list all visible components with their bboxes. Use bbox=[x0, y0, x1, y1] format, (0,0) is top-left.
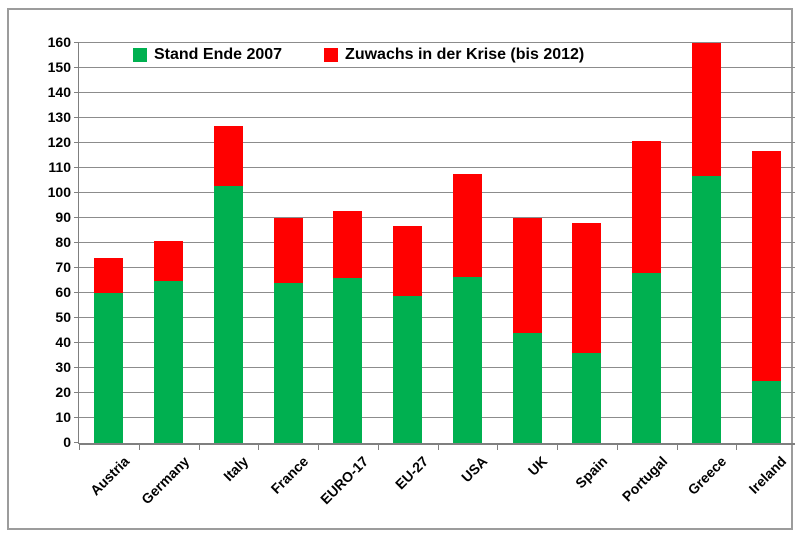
y-axis-label-150: 150 bbox=[47, 59, 71, 75]
bar-portugal-stand-2007 bbox=[632, 273, 662, 443]
gridline-10 bbox=[79, 417, 795, 418]
bar-portugal-zuwachs-krise bbox=[632, 140, 662, 273]
x-tick-5 bbox=[377, 445, 379, 450]
bar-spain-zuwachs-krise bbox=[572, 223, 602, 353]
y-tick-40 bbox=[74, 342, 79, 343]
gridline-110 bbox=[79, 167, 795, 168]
gridline-50 bbox=[79, 317, 795, 318]
x-tick-10 bbox=[676, 445, 678, 450]
y-tick-0 bbox=[74, 442, 79, 443]
y-tick-30 bbox=[74, 367, 79, 368]
bar-austria-stand-2007 bbox=[94, 293, 124, 443]
bar-euro-17-stand-2007 bbox=[333, 278, 363, 443]
bar-eu-27-zuwachs-krise bbox=[393, 225, 423, 296]
bar-uk-stand-2007 bbox=[512, 333, 542, 443]
gridline-160 bbox=[79, 42, 795, 43]
chart-frame: Stand Ende 2007 Zuwachs in der Krise (bi… bbox=[7, 8, 795, 530]
bar-germany-stand-2007 bbox=[154, 280, 184, 443]
gridline-90 bbox=[79, 217, 795, 218]
x-axis-line bbox=[79, 443, 795, 445]
x-tick-1 bbox=[138, 445, 140, 450]
y-tick-60 bbox=[74, 292, 79, 293]
y-axis-label-40: 40 bbox=[55, 334, 71, 350]
bar-uk-zuwachs-krise bbox=[512, 218, 542, 333]
legend: Stand Ende 2007 Zuwachs in der Krise (bi… bbox=[127, 44, 591, 66]
y-tick-10 bbox=[74, 417, 79, 418]
y-tick-120 bbox=[74, 142, 79, 143]
bar-austria-zuwachs-krise bbox=[94, 258, 124, 293]
bar-spain-stand-2007 bbox=[572, 353, 602, 443]
y-axis-label-0: 0 bbox=[63, 434, 71, 450]
y-tick-110 bbox=[74, 167, 79, 168]
x-tick-9 bbox=[616, 445, 618, 450]
y-tick-70 bbox=[74, 267, 79, 268]
x-tick-4 bbox=[318, 445, 319, 450]
gridline-20 bbox=[79, 392, 795, 393]
bar-ireland-zuwachs-krise bbox=[751, 150, 781, 381]
bar-germany-zuwachs-krise bbox=[154, 240, 184, 281]
gridline-40 bbox=[79, 342, 795, 343]
y-axis-label-50: 50 bbox=[55, 309, 71, 325]
bar-italy-stand-2007 bbox=[213, 185, 243, 443]
y-axis-label-20: 20 bbox=[55, 384, 71, 400]
y-axis-label-30: 30 bbox=[55, 359, 71, 375]
y-tick-80 bbox=[74, 242, 79, 243]
x-tick-7 bbox=[497, 445, 499, 450]
gridline-70 bbox=[79, 267, 795, 268]
gridline-140 bbox=[79, 92, 795, 93]
y-axis-label-80: 80 bbox=[55, 234, 71, 250]
y-axis-label-100: 100 bbox=[47, 184, 71, 200]
gridline-80 bbox=[79, 242, 795, 243]
x-tick-0 bbox=[79, 445, 80, 450]
bar-greece-stand-2007 bbox=[691, 175, 721, 443]
y-axis-line bbox=[78, 43, 79, 444]
y-axis-label-70: 70 bbox=[55, 259, 71, 275]
bar-usa-stand-2007 bbox=[452, 276, 482, 443]
bar-usa-zuwachs-krise bbox=[452, 174, 482, 277]
y-tick-160 bbox=[74, 42, 79, 43]
y-axis-label-10: 10 bbox=[55, 409, 71, 425]
y-tick-140 bbox=[74, 92, 79, 93]
bar-italy-zuwachs-krise bbox=[213, 125, 243, 186]
legend-swatch-green bbox=[133, 48, 147, 62]
x-tick-3 bbox=[258, 445, 260, 450]
x-tick-6 bbox=[437, 445, 439, 450]
x-tick-8 bbox=[557, 445, 558, 450]
legend-item-stand-ende-2007: Stand Ende 2007 bbox=[133, 46, 282, 64]
legend-swatch-red bbox=[324, 48, 339, 62]
y-axis-label-140: 140 bbox=[47, 84, 71, 100]
y-tick-100 bbox=[74, 192, 79, 193]
gridline-150 bbox=[79, 67, 795, 68]
x-tick-11 bbox=[736, 445, 738, 450]
bar-france-zuwachs-krise bbox=[273, 218, 303, 283]
y-axis-label-130: 130 bbox=[47, 109, 71, 125]
y-axis-label-110: 110 bbox=[48, 159, 71, 175]
y-tick-130 bbox=[74, 117, 79, 118]
y-tick-150 bbox=[74, 67, 79, 68]
gridline-100 bbox=[79, 192, 795, 193]
bar-euro-17-zuwachs-krise bbox=[333, 210, 363, 278]
gridline-130 bbox=[79, 117, 795, 118]
legend-label-stand-ende-2007: Stand Ende 2007 bbox=[154, 46, 283, 63]
bar-eu-27-stand-2007 bbox=[393, 295, 423, 443]
bar-ireland-stand-2007 bbox=[751, 380, 781, 443]
y-axis-label-90: 90 bbox=[55, 209, 71, 225]
y-axis-label-160: 160 bbox=[47, 34, 71, 50]
y-tick-50 bbox=[74, 317, 79, 318]
y-tick-20 bbox=[74, 392, 79, 393]
legend-item-zuwachs-krise: Zuwachs in der Krise (bis 2012) bbox=[324, 46, 584, 64]
y-axis-label-120: 120 bbox=[47, 134, 71, 150]
gridline-30 bbox=[79, 367, 795, 368]
legend-label-zuwachs-krise: Zuwachs in der Krise (bis 2012) bbox=[345, 46, 585, 63]
y-tick-90 bbox=[74, 217, 79, 218]
plot-area: Stand Ende 2007 Zuwachs in der Krise (bi… bbox=[79, 42, 795, 443]
y-axis-label-60: 60 bbox=[55, 284, 71, 300]
bar-greece-zuwachs-krise bbox=[691, 43, 721, 176]
gridline-60 bbox=[79, 292, 795, 293]
gridline-120 bbox=[79, 142, 795, 143]
x-tick-2 bbox=[198, 445, 200, 450]
bar-france-stand-2007 bbox=[273, 283, 303, 443]
